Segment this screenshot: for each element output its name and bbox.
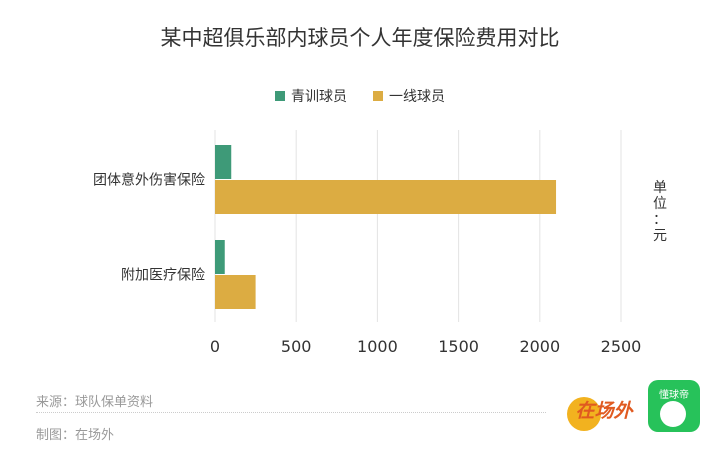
category-label: 附加医疗保险 [121,268,205,284]
x-tick-label: 500 [281,337,312,356]
x-tick-label: 2500 [601,337,642,356]
zaichangwai-logo: 在场外 [567,397,634,431]
x-tick-label: 1500 [438,337,479,356]
bars [215,145,557,309]
zaichangwai-logo-text: 在场外 [575,400,634,422]
unit-text: 单位：元 [653,180,667,244]
gridlines [214,130,622,322]
legend-swatch [373,91,383,101]
bar-youth-0 [215,145,232,179]
footer-divider [36,412,546,413]
bar-youth-1 [215,240,225,274]
x-tick-labels: 0 500 1000 1500 2000 2500 [210,337,641,356]
bar-first-team-1 [215,275,256,309]
legend-label: 一线球员 [389,89,445,105]
x-tick-label: 1000 [357,337,398,356]
legend-label: 青训球员 [291,89,347,105]
legend: 青训球员 一线球员 [275,89,445,105]
bar-first-team-0 [215,180,557,214]
football-icon [660,401,686,427]
dongqiudi-logo: 懂球帝 [648,380,700,432]
x-tick-label: 2000 [519,337,560,356]
x-tick-label: 0 [210,337,220,356]
footer-source: 来源：球队保单资料 [36,395,154,410]
legend-swatch [275,91,285,101]
chart-title: 某中超俱乐部内球员个人年度保险费用对比 [160,26,560,50]
category-label: 团体意外伤害保险 [93,172,205,189]
footer-maker: 制图：在场外 [36,428,115,443]
dongqiudi-logo-text: 懂球帝 [659,390,689,401]
unit-label: 单位：元 [653,180,667,244]
